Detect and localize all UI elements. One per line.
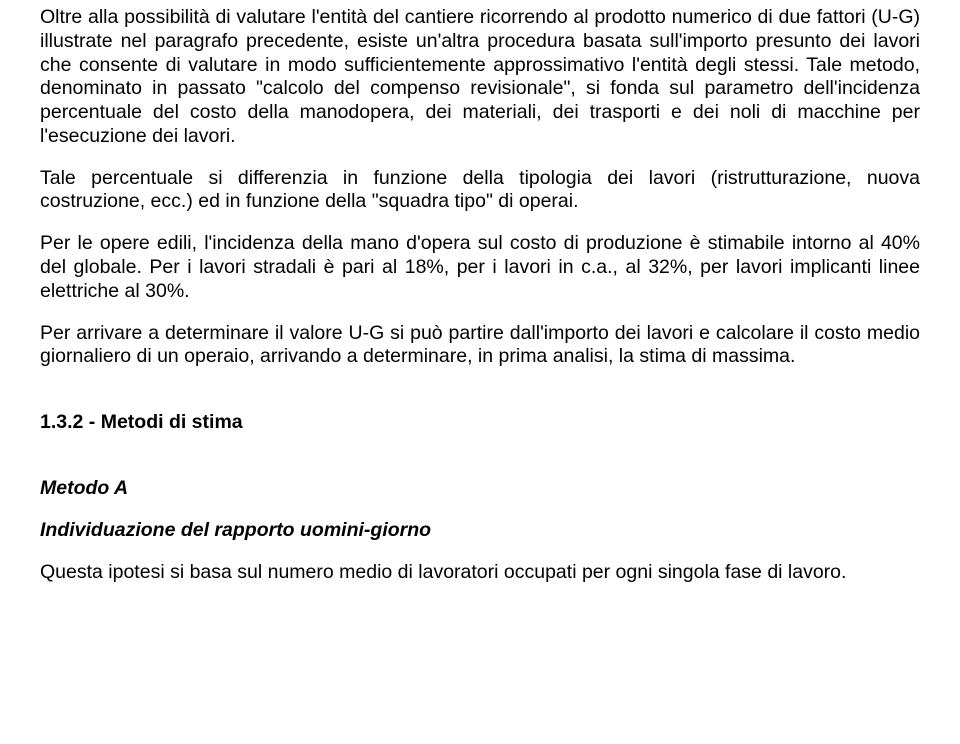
paragraph-opere-edili: Per le opere edili, l'incidenza della ma…: [40, 232, 920, 303]
subheading-rapporto-uomini-giorno: Individuazione del rapporto uomini-giorn…: [40, 519, 920, 543]
section-heading-metodi-di-stima: 1.3.2 - Metodi di stima: [40, 411, 920, 435]
document-page: Oltre alla possibilità di valutare l'ent…: [0, 0, 960, 584]
paragraph-ipotesi: Questa ipotesi si basa sul numero medio …: [40, 561, 920, 585]
paragraph-valore-ug: Per arrivare a determinare il valore U-G…: [40, 322, 920, 370]
method-heading-a: Metodo A: [40, 477, 920, 501]
paragraph-intro: Oltre alla possibilità di valutare l'ent…: [40, 6, 920, 149]
paragraph-percentuale: Tale percentuale si differenzia in funzi…: [40, 167, 920, 215]
